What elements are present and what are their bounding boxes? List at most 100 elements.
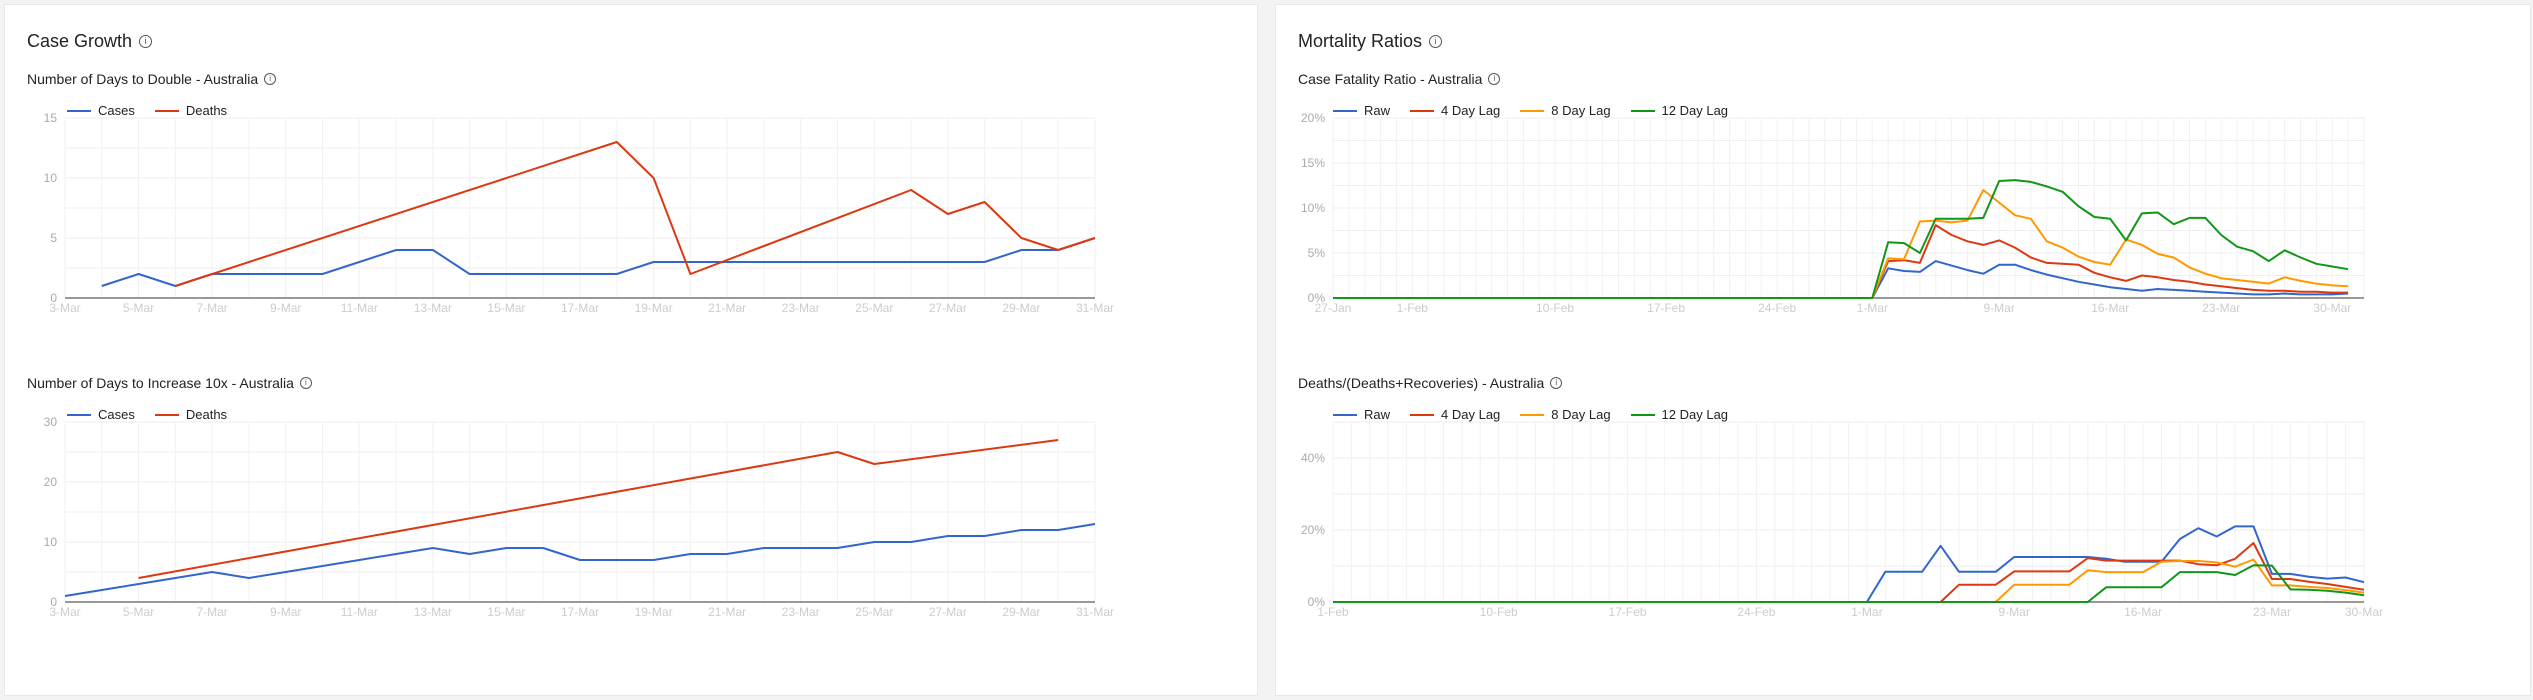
legend-swatch	[67, 413, 91, 416]
y-tick-label: 10%	[1301, 201, 1325, 215]
info-icon[interactable]: i	[264, 73, 277, 85]
legend-item-deaths[interactable]: Deaths	[154, 103, 228, 118]
x-tick-label: 7-Mar	[196, 605, 227, 619]
x-tick-label: 30-Mar	[2313, 301, 2351, 315]
x-tick-label: 10-Feb	[1480, 605, 1518, 619]
legend-label: Raw	[1364, 103, 1391, 118]
doubling-chart-title: Number of Days to Double - Australia i	[27, 71, 277, 87]
legend-item-8-day-lag[interactable]: 8 Day Lag	[1520, 103, 1611, 118]
legend-item-raw[interactable]: Raw	[1333, 103, 1390, 118]
y-tick-label: 5	[50, 231, 57, 245]
x-tick-label: 27-Mar	[929, 301, 967, 315]
chart-title-text: Number of Days to Increase 10x - Austral…	[27, 375, 294, 391]
y-tick-label: 15	[44, 111, 58, 125]
x-tick-label: 11-Mar	[341, 605, 378, 619]
legend-swatch	[154, 109, 179, 112]
ddr-chart: 0% 20% 40% 1-Feb 10-Feb 17-Feb 24-Feb 1-Mar 9-Ma…	[1301, 421, 2383, 619]
info-icon[interactable]: i	[1550, 377, 1563, 389]
x-tick-label: 27-Jan	[1315, 301, 1352, 315]
y-tick-label: 10	[44, 171, 58, 185]
x-tick-label: 9-Mar	[270, 301, 301, 315]
legend-swatch	[67, 109, 91, 112]
x-tick-label: 13-Mar	[414, 301, 452, 315]
legend-item-deaths[interactable]: Deaths	[154, 407, 228, 422]
legend-swatch	[154, 413, 179, 416]
x-tick-label: 15-Mar	[487, 605, 525, 619]
legend-label: Deaths	[185, 407, 228, 422]
legend-label: 4 Day Lag	[1441, 103, 1501, 118]
y-tick-label: 20%	[1301, 111, 1325, 125]
x-tick-label: 3-Mar	[49, 605, 80, 619]
x-tick-label: 9-Mar	[1984, 301, 2015, 315]
y-tick-label: 20	[44, 475, 58, 489]
info-icon[interactable]: i	[1429, 35, 1443, 48]
x-tick-label: 17-Mar	[561, 301, 599, 315]
x-tick-label: 25-Mar	[855, 605, 893, 619]
chart-title-text: Number of Days to Double - Australia	[27, 71, 259, 87]
legend-swatch	[1333, 109, 1357, 112]
chart-title-text: Deaths/(Deaths+Recoveries) - Australia	[1298, 375, 1545, 391]
series-line-8-day-lag	[1333, 189, 2349, 299]
info-icon[interactable]: i	[139, 35, 153, 48]
x-tick-label: 1-Mar	[1857, 301, 1888, 315]
x-tick-label: 15-Mar	[487, 301, 525, 315]
legend-item-raw[interactable]: Raw	[1333, 407, 1390, 422]
x-tick-label: 1-Feb	[1317, 605, 1349, 619]
legend-item-12-day-lag[interactable]: 12 Day Lag	[1630, 407, 1729, 422]
legend-label: 4 Day Lag	[1441, 407, 1501, 422]
legend-item-8-day-lag[interactable]: 8 Day Lag	[1520, 407, 1611, 422]
x-tick-label: 7-Mar	[196, 301, 227, 315]
x-tick-label: 1-Mar	[1851, 605, 1882, 619]
cfr-chart: 0% 5% 10% 15% 20% 27-Jan 1-Feb 10-Feb 17-Feb 24-F…	[1301, 111, 2365, 315]
doubling-legend: Cases Deaths	[67, 103, 227, 118]
legend-swatch	[1520, 109, 1545, 112]
legend-item-4-day-lag[interactable]: 4 Day Lag	[1410, 407, 1500, 422]
legend-label: Cases	[98, 407, 135, 422]
x-tick-label: 5-Mar	[123, 605, 154, 619]
x-tick-label: 9-Mar	[1999, 605, 2030, 619]
x-tick-label: 17-Mar	[561, 605, 599, 619]
y-tick-label: 30	[44, 415, 58, 429]
series-line-cases	[64, 523, 1096, 597]
y-tick-label: 0%	[1308, 595, 1326, 609]
series-line-4-day-lag	[1333, 224, 2349, 299]
series-line-8-day-lag	[1333, 558, 2365, 603]
x-tick-label: 21-Mar	[708, 301, 746, 315]
legend-label: 12 Day Lag	[1661, 407, 1729, 422]
info-icon[interactable]: i	[1488, 73, 1501, 85]
x-tick-label: 30-Mar	[2345, 605, 2383, 619]
legend-swatch	[1410, 413, 1435, 416]
ddr-legend: Raw 4 Day Lag 8 Day Lag 12 Day Lag	[1333, 407, 1728, 422]
info-icon[interactable]: i	[299, 377, 312, 389]
series-line-cases	[101, 237, 1096, 287]
x-tick-label: 24-Feb	[1758, 301, 1796, 315]
series-line-12-day-lag	[1333, 564, 2365, 603]
tenfold-chart: 0 10 20 30 3-Mar 5-Mar 7-Mar 9-Mar 11-Mar 13-Mar 1…	[44, 415, 1114, 619]
legend-swatch	[1333, 413, 1357, 416]
y-tick-label: 5%	[1308, 246, 1326, 260]
legend-item-4-day-lag[interactable]: 4 Day Lag	[1410, 103, 1500, 118]
panel-title-text: Case Growth	[27, 31, 133, 51]
x-tick-label: 16-Mar	[2124, 605, 2162, 619]
series-line-deaths	[138, 439, 1059, 579]
x-tick-label: 21-Mar	[708, 605, 746, 619]
x-tick-label: 13-Mar	[414, 605, 452, 619]
legend-label: Raw	[1364, 407, 1391, 422]
legend-item-cases[interactable]: Cases	[67, 407, 135, 422]
x-tick-label: 5-Mar	[123, 301, 154, 315]
legend-swatch	[1520, 413, 1545, 416]
legend-swatch	[1410, 109, 1435, 112]
legend-swatch	[1630, 109, 1655, 112]
panel-title-text: Mortality Ratios	[1298, 31, 1423, 51]
y-tick-label: 40%	[1301, 451, 1325, 465]
legend-item-12-day-lag[interactable]: 12 Day Lag	[1630, 103, 1728, 118]
x-tick-label: 16-Mar	[2091, 301, 2129, 315]
x-tick-label: 19-Mar	[635, 605, 673, 619]
y-tick-label: 10	[44, 535, 58, 549]
x-tick-label: 1-Feb	[1397, 301, 1429, 315]
x-tick-label: 17-Feb	[1647, 301, 1685, 315]
legend-swatch	[1630, 413, 1655, 416]
legend-label: Deaths	[185, 103, 228, 118]
legend-item-cases[interactable]: Cases	[67, 103, 135, 118]
y-tick-label: 0	[50, 291, 57, 305]
